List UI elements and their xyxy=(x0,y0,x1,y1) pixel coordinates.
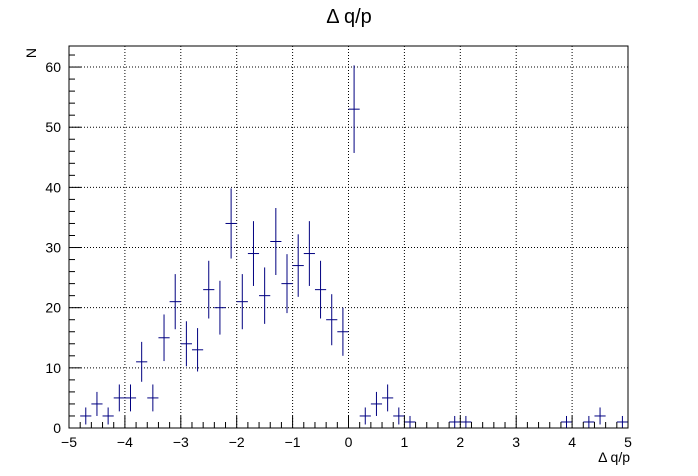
data-point xyxy=(348,65,360,153)
x-tick-label: −5 xyxy=(61,434,77,450)
y-axis-label: N xyxy=(23,48,39,58)
x-tick-label: −2 xyxy=(229,434,245,450)
data-point xyxy=(124,384,137,412)
x-tick-label: −4 xyxy=(117,434,133,450)
data-point xyxy=(370,391,383,416)
y-tick-label: 20 xyxy=(45,300,61,316)
y-tick-label: 10 xyxy=(45,360,61,376)
data-point xyxy=(292,234,304,297)
data-point xyxy=(80,407,92,425)
data-point xyxy=(393,407,405,425)
data-point xyxy=(236,274,248,330)
x-tick-label: 1 xyxy=(401,434,409,450)
data-point xyxy=(225,188,237,259)
data-point xyxy=(247,221,260,286)
y-tick-label: 30 xyxy=(45,240,61,256)
x-axis-ticks: −5 −4 −3 −2 −1 0 1 2 3 4 5 xyxy=(61,416,632,450)
x-tick-label: 0 xyxy=(345,434,353,450)
data-point xyxy=(91,391,103,416)
data-point xyxy=(326,294,338,346)
data-point xyxy=(203,260,215,319)
y-axis-ticks: 0 10 20 30 40 50 60 xyxy=(45,54,81,436)
data-point xyxy=(404,415,416,428)
data-point xyxy=(259,267,271,324)
data-point xyxy=(180,321,192,367)
y-tick-label: 0 xyxy=(53,420,61,436)
chart-title: Δ q/p xyxy=(326,6,372,28)
data-point xyxy=(169,274,181,330)
x-tick-label: 2 xyxy=(456,434,464,450)
data-point xyxy=(147,384,159,412)
data-points xyxy=(80,65,628,428)
x-tick-label: 4 xyxy=(568,434,576,450)
data-point xyxy=(359,407,371,425)
data-point xyxy=(382,384,394,412)
y-tick-label: 60 xyxy=(45,59,61,75)
data-point xyxy=(337,307,349,356)
data-point xyxy=(616,415,628,428)
data-point xyxy=(136,341,148,382)
grid-lines xyxy=(69,46,628,428)
x-tick-label: 5 xyxy=(624,434,632,450)
x-tick-label: −3 xyxy=(173,434,189,450)
data-point xyxy=(158,314,170,362)
data-point xyxy=(191,328,204,372)
data-point xyxy=(560,415,573,428)
data-point xyxy=(583,415,595,428)
data-point xyxy=(214,280,226,335)
data-point xyxy=(594,407,606,425)
y-tick-label: 50 xyxy=(45,119,61,135)
data-point xyxy=(449,415,461,428)
data-point xyxy=(102,407,114,425)
data-point xyxy=(460,415,472,428)
data-point xyxy=(113,384,125,412)
data-point xyxy=(270,208,282,276)
x-tick-label: 3 xyxy=(512,434,520,450)
x-tick-label: −1 xyxy=(285,434,301,450)
x-axis-label: Δ q/p xyxy=(598,449,630,465)
data-point xyxy=(314,260,327,319)
data-point xyxy=(281,254,293,314)
data-point xyxy=(303,221,315,286)
y-tick-label: 40 xyxy=(45,179,61,195)
